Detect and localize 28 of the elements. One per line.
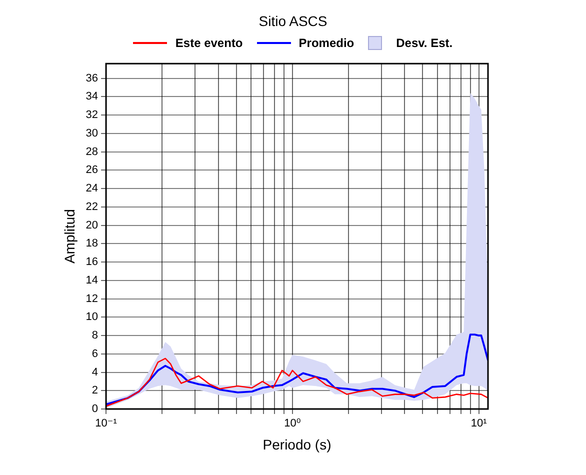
- y-tick-label: 34: [86, 90, 98, 103]
- y-tick-label: 4: [92, 366, 98, 378]
- x-tick-label: 10⁻¹: [95, 418, 118, 430]
- y-tick-label: 32: [86, 109, 98, 122]
- y-tick-label: 12: [86, 292, 98, 305]
- x-axis-title: Periodo (s): [262, 436, 332, 452]
- y-tick-label: 36: [86, 72, 98, 84]
- y-axis-title: Amplitud: [61, 209, 78, 264]
- legend-label: Promedio: [298, 36, 354, 50]
- chart-title: Sitio ASCS: [258, 12, 328, 31]
- y-tick-label: 0: [92, 403, 98, 416]
- y-tick-label: 6: [92, 348, 98, 360]
- y-tick-label: 8: [92, 330, 98, 342]
- y-tick-label: 2: [92, 384, 98, 397]
- y-tick-label: 18: [86, 238, 98, 250]
- y-tick-label: 26: [86, 164, 98, 176]
- text: Desv. Est.: [396, 36, 453, 50]
- y-tick-label: 28: [86, 146, 98, 158]
- y-tick-label: 30: [86, 127, 98, 140]
- x-tick-label: 10⁰: [284, 418, 302, 430]
- x-tick-label: 10¹: [470, 418, 488, 430]
- y-tick-label: 10: [86, 311, 98, 324]
- y-tick-label: 16: [86, 256, 98, 268]
- legend-label: Este evento: [175, 36, 243, 50]
- y-tick-label: 22: [86, 200, 98, 213]
- y-tick-label: 20: [86, 219, 98, 232]
- y-tick-label: 24: [86, 182, 98, 195]
- y-tick-label: 14: [86, 274, 98, 286]
